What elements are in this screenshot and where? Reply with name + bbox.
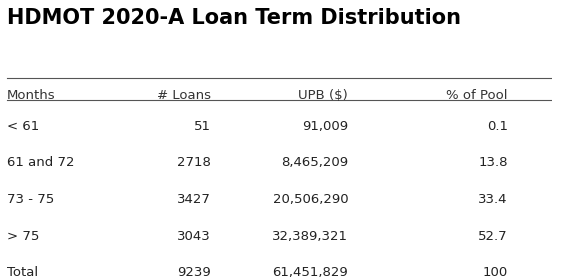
Text: % of Pool: % of Pool — [446, 89, 508, 102]
Text: 3427: 3427 — [177, 193, 210, 206]
Text: < 61: < 61 — [7, 120, 39, 133]
Text: 2718: 2718 — [177, 156, 210, 169]
Text: HDMOT 2020-A Loan Term Distribution: HDMOT 2020-A Loan Term Distribution — [7, 9, 461, 29]
Text: > 75: > 75 — [7, 230, 39, 243]
Text: 32,389,321: 32,389,321 — [272, 230, 348, 243]
Text: 61 and 72: 61 and 72 — [7, 156, 75, 169]
Text: 13.8: 13.8 — [478, 156, 508, 169]
Text: 20,506,290: 20,506,290 — [272, 193, 348, 206]
Text: 73 - 75: 73 - 75 — [7, 193, 54, 206]
Text: Months: Months — [7, 89, 55, 102]
Text: 33.4: 33.4 — [478, 193, 508, 206]
Text: 9239: 9239 — [177, 266, 210, 277]
Text: 3043: 3043 — [177, 230, 210, 243]
Text: 0.1: 0.1 — [487, 120, 508, 133]
Text: 52.7: 52.7 — [478, 230, 508, 243]
Text: 8,465,209: 8,465,209 — [281, 156, 348, 169]
Text: Total: Total — [7, 266, 38, 277]
Text: 100: 100 — [483, 266, 508, 277]
Text: 91,009: 91,009 — [302, 120, 348, 133]
Text: 61,451,829: 61,451,829 — [272, 266, 348, 277]
Text: UPB ($): UPB ($) — [299, 89, 348, 102]
Text: 51: 51 — [194, 120, 210, 133]
Text: # Loans: # Loans — [157, 89, 210, 102]
